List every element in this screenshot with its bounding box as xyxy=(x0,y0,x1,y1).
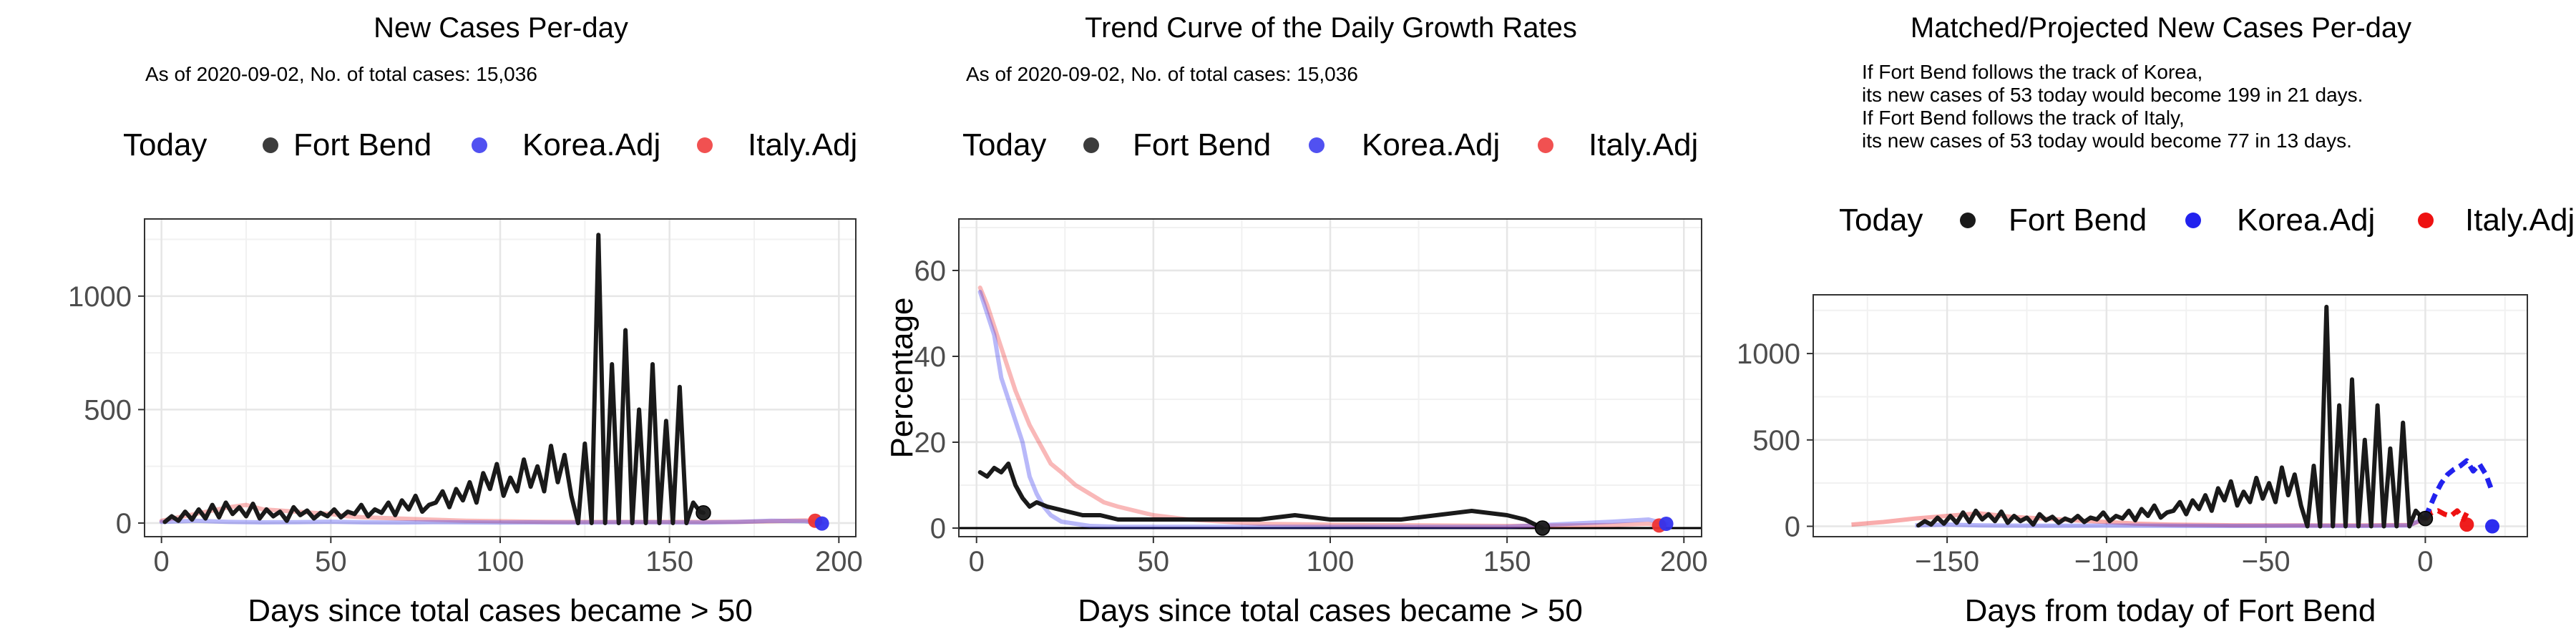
legend-label: Italy.Adj xyxy=(748,127,857,162)
legend-key-dot xyxy=(1538,137,1553,153)
y-tick-label: 60 xyxy=(914,255,947,287)
x-tick-label: 200 xyxy=(1660,546,1708,577)
chart-panel-3: Matched/Projected New Cases Per-day If Fo… xyxy=(1737,12,2575,628)
chart-subtitle-line: As of 2020-09-02, No. of total cases: 15… xyxy=(145,63,537,85)
legend: Today Fort Bend Korea.Adj Italy.Adj xyxy=(123,127,857,162)
legend-key-dot xyxy=(2418,213,2434,228)
series-group xyxy=(159,233,829,531)
legend-key-dot xyxy=(697,137,713,153)
series-line-korea-projection xyxy=(2423,458,2495,519)
series-line-fort-bend xyxy=(162,233,706,525)
chart-panel-1: New Cases Per-day As of 2020-09-02, No. o… xyxy=(68,12,863,628)
today-point-fort-bend xyxy=(1534,520,1551,536)
series-line-korea-adj xyxy=(977,290,1669,530)
y-tick-label: 500 xyxy=(84,394,132,426)
x-axis-label: Days since total cases became > 50 xyxy=(1078,593,1583,628)
plot-border xyxy=(1813,294,2528,537)
x-tick-label: −50 xyxy=(2242,546,2290,577)
legend-title: Today xyxy=(1839,203,1923,238)
series-line-korea-adj xyxy=(159,518,824,526)
today-point-fort-bend xyxy=(696,504,711,521)
x-tick-label: 0 xyxy=(969,546,985,577)
series-line-fort-bend xyxy=(977,462,1545,530)
legend-label: Fort Bend xyxy=(1133,127,1271,162)
series-line-italy-adj xyxy=(977,286,1662,528)
chart-subtitle-line: its new cases of 53 today would become 7… xyxy=(1862,130,2352,152)
series-line-italy-projection xyxy=(2423,508,2469,522)
legend-key-dot xyxy=(472,137,487,153)
chart-title: Matched/Projected New Cases Per-day xyxy=(1911,12,2411,44)
chart-subtitle-line: If Fort Bend follows the track of Italy, xyxy=(1862,107,2185,129)
legend-label: Italy.Adj xyxy=(2465,203,2575,238)
plot-area xyxy=(1813,295,2527,537)
x-tick-label: 100 xyxy=(1307,546,1355,577)
y-tick-label: 500 xyxy=(1752,425,1800,457)
x-tick-label: −150 xyxy=(1915,546,1979,577)
x-tick-label: 50 xyxy=(315,546,347,577)
x-tick-label: 200 xyxy=(815,546,863,577)
y-tick-label: 1000 xyxy=(1737,338,1800,370)
series-line-italy-adj xyxy=(159,502,818,525)
y-tick-label: 0 xyxy=(116,508,132,540)
x-tick-label: 0 xyxy=(2417,546,2433,577)
legend-label: Korea.Adj xyxy=(522,127,660,162)
legend-label: Korea.Adj xyxy=(2237,203,2375,238)
x-tick-label: 150 xyxy=(1483,546,1531,577)
legend-title: Today xyxy=(962,127,1046,162)
legend-key-dot xyxy=(1309,137,1324,153)
x-axis-label: Days since total cases became > 50 xyxy=(248,593,753,628)
today-point-korea-adj xyxy=(1659,517,1674,531)
legend-label: Fort Bend xyxy=(2009,203,2147,238)
series-group xyxy=(1851,304,2499,534)
y-tick-label: 20 xyxy=(914,427,947,459)
today-point-korea-adj xyxy=(2484,519,2499,534)
legend-key-dot xyxy=(263,137,278,153)
legend-key-dot xyxy=(1083,137,1099,153)
legend-label: Korea.Adj xyxy=(1362,127,1500,162)
x-tick-label: 100 xyxy=(477,546,525,577)
legend-label: Fort Bend xyxy=(293,127,431,162)
x-tick-label: −100 xyxy=(2074,546,2139,577)
legend: Today Fort Bend Korea.Adj Italy.Adj xyxy=(1839,203,2575,238)
x-axis-label: Days from today of Fort Bend xyxy=(1965,593,2376,628)
today-point-korea-adj xyxy=(814,516,829,531)
series-line-fort-bend xyxy=(1916,304,2428,529)
x-tick-label: 0 xyxy=(154,546,170,577)
legend-key-dot xyxy=(1960,213,1976,228)
today-point-italy-adj xyxy=(2459,517,2474,532)
chart-subtitle-line: As of 2020-09-02, No. of total cases: 15… xyxy=(966,63,1358,85)
chart-panel-2: Trend Curve of the Daily Growth Rates As … xyxy=(884,12,1708,628)
chart-title: New Cases Per-day xyxy=(374,12,628,44)
x-tick-label: 50 xyxy=(1138,546,1170,577)
legend-title: Today xyxy=(123,127,207,162)
series-line-italy-history xyxy=(1851,511,2426,528)
legend: Today Fort Bend Korea.Adj Italy.Adj xyxy=(962,127,1698,162)
series-group xyxy=(977,286,1674,536)
chart-subtitle-line: If Fort Bend follows the track of Korea, xyxy=(1862,61,2202,83)
x-tick-label: 150 xyxy=(645,546,693,577)
legend-key-dot xyxy=(2185,213,2201,228)
y-tick-label: 40 xyxy=(914,341,947,373)
y-tick-label: 0 xyxy=(930,513,946,545)
legend-label: Italy.Adj xyxy=(1589,127,1698,162)
y-tick-label: 0 xyxy=(1785,512,1800,543)
chart-title: Trend Curve of the Daily Growth Rates xyxy=(1085,12,1577,44)
y-tick-label: 1000 xyxy=(68,281,132,313)
today-point-fort-bend xyxy=(2417,510,2434,527)
chart-subtitle-line: its new cases of 53 today would become 1… xyxy=(1862,84,2363,106)
y-axis-label: Percentage xyxy=(884,297,919,458)
